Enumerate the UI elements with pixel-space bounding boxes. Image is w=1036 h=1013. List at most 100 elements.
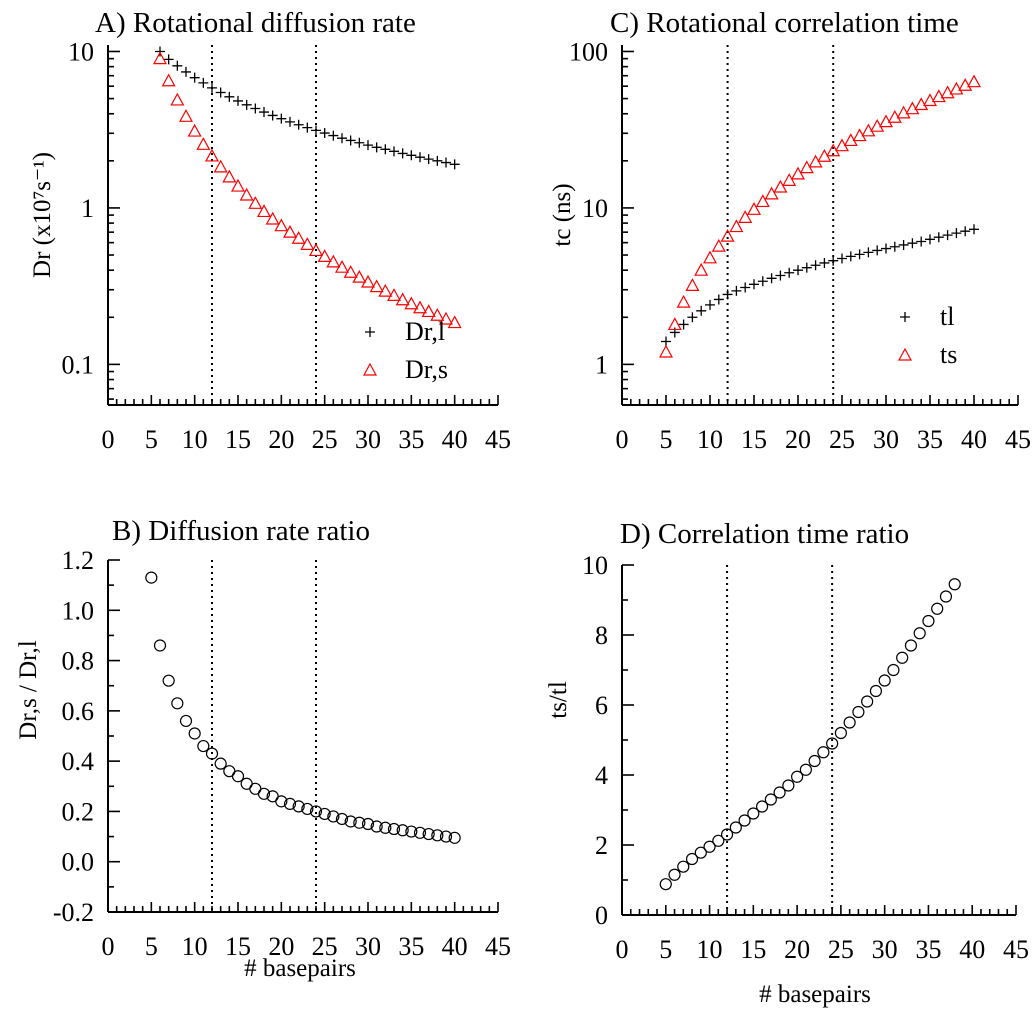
panel-C-point	[872, 245, 883, 256]
panel-C-point	[702, 250, 718, 264]
panel-A-point	[293, 119, 304, 130]
panel-C-title: C) Rotational correlation time	[610, 7, 959, 39]
panel-B-x-tick-label: 5	[145, 932, 158, 961]
panel-C-point	[764, 186, 779, 200]
panel-D-point	[738, 814, 751, 827]
panel-C-point	[942, 230, 953, 241]
panel-B-x-tick-label: 40	[442, 932, 468, 961]
panel-D-series-0	[659, 578, 961, 891]
panel-D-point	[755, 800, 769, 813]
panel-D-point	[782, 779, 795, 792]
panel-C-point	[960, 226, 971, 237]
panel-B-x-tick-label: 25	[312, 932, 338, 961]
panel-A-point	[291, 230, 306, 244]
panel-C-ylabel: tc (ns)	[549, 183, 576, 246]
panel-B-point	[387, 822, 401, 836]
panel-C-x-tick-label: 45	[1005, 425, 1031, 454]
panel-A-point	[300, 237, 315, 250]
panel-A-series-Dr,l	[155, 46, 460, 170]
panel-D: D) Correlation time ratio ts/tl # basepa…	[545, 518, 1029, 1008]
panel-C-legend-marker	[900, 312, 910, 322]
panel-A-point	[415, 152, 425, 163]
panel-B-x-tick-label: 0	[102, 932, 115, 961]
panel-D-point	[922, 614, 935, 628]
panel-C-point	[720, 228, 735, 242]
panel-D-point	[729, 821, 742, 834]
panel-D-point	[913, 627, 926, 640]
panel-A-point	[397, 148, 408, 159]
panel-A-point	[354, 137, 365, 148]
panel-A-y-tick-label: 0.1	[62, 350, 95, 379]
panel-A-point	[207, 82, 217, 93]
panel-C-y-tick-label: 10	[582, 194, 608, 223]
panel-A-point	[233, 95, 243, 106]
panel-A-x-tick-label: 0	[102, 425, 115, 454]
panel-C-x-tick-label: 35	[917, 425, 943, 454]
panel-C-point	[658, 344, 674, 358]
panel-B-point	[257, 787, 271, 800]
panel-C-x-tick-label: 40	[961, 425, 987, 454]
panel-C-point	[907, 238, 918, 249]
panel-C-point	[722, 289, 733, 300]
panel-B-point	[292, 800, 305, 813]
panel-A-point	[449, 159, 460, 170]
panel-D-point	[878, 674, 891, 687]
panel-A-point	[267, 110, 278, 121]
panel-D-point	[747, 807, 760, 820]
panel-D-x-tick-label: 45	[1003, 935, 1029, 964]
panel-A-point	[163, 54, 174, 65]
panel-C-point	[940, 85, 955, 99]
panel-A-point	[198, 77, 209, 88]
panel-A-point	[239, 187, 254, 201]
panel-B-x-tick-label: 10	[182, 932, 208, 961]
panel-A-point	[250, 103, 261, 114]
panel-B-point	[214, 757, 227, 770]
panel-C-point	[687, 312, 698, 323]
panel-B-point	[162, 674, 175, 687]
panel-C-point	[931, 89, 946, 103]
panel-A-point	[285, 116, 295, 127]
panel-D-point	[808, 754, 821, 768]
panel-D-point	[694, 846, 707, 859]
panel-A-point	[380, 144, 391, 155]
panel-C-point	[870, 118, 885, 132]
panel-B-y-tick-label: 0.4	[62, 747, 95, 776]
panel-D-point	[869, 684, 883, 698]
panel-A-x-tick-label: 40	[442, 425, 468, 454]
panel-B-y-tick-label: 0.2	[62, 797, 95, 826]
panel-A-point	[438, 311, 454, 325]
panel-C-point	[896, 105, 911, 119]
panel-D-point	[668, 868, 681, 881]
panel-A-point	[334, 259, 350, 273]
panel-B-point	[153, 639, 167, 652]
panel-A-point	[230, 178, 246, 192]
panel-B-xlabel: # basepairs	[244, 955, 356, 982]
panel-D-y-tick-label: 2	[595, 831, 608, 860]
panel-C: C) Rotational correlation time tc (ns) 0…	[549, 7, 1031, 454]
panel-A-point	[447, 315, 462, 329]
panel-B-x-tick-label: 45	[485, 932, 511, 961]
panel-C-point	[740, 282, 751, 293]
panel-D-point	[703, 840, 716, 853]
panel-D-point	[852, 705, 865, 719]
panel-A-point	[345, 135, 356, 146]
panel-A-point	[170, 92, 185, 106]
panel-A-point	[256, 204, 272, 218]
panel-A-point	[187, 123, 202, 137]
panel-B-y-tick-label: 1.0	[62, 596, 95, 625]
panel-C-point	[810, 260, 821, 271]
panel-B-point	[145, 571, 158, 584]
panel-D-point	[948, 578, 961, 591]
panel-C-legend-marker	[897, 347, 913, 361]
panel-C-point	[801, 262, 812, 273]
panel-B-title: B) Diffusion rate ratio	[112, 515, 370, 547]
panel-A-point	[360, 274, 376, 288]
panel-C-point	[969, 224, 979, 235]
panel-C-x-tick-label: 10	[697, 425, 723, 454]
panel-B-point	[275, 795, 288, 808]
panel-D-point	[939, 590, 953, 603]
panel-D-y-tick-label: 4	[595, 761, 608, 790]
panel-A-point	[161, 73, 176, 87]
panel-C-point	[793, 265, 803, 276]
